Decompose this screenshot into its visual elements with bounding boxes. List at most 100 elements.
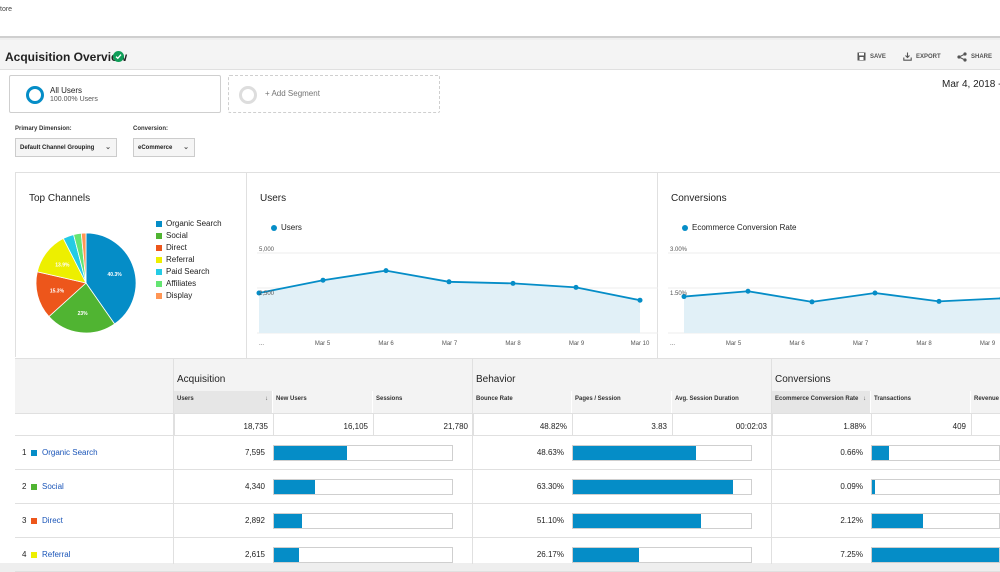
column-head-pages-session[interactable]: Pages / Session xyxy=(572,391,671,413)
data-point[interactable] xyxy=(384,268,389,273)
column-divider xyxy=(173,359,174,564)
date-range-picker[interactable]: Mar 4, 2018 - xyxy=(942,79,1000,90)
pages-session-bar-fill xyxy=(573,480,733,494)
sort-down-icon: ↓ xyxy=(863,395,866,404)
data-point[interactable] xyxy=(937,299,942,304)
group-behavior: Behavior xyxy=(473,359,771,391)
x-tick-label: Mar 7 xyxy=(442,341,458,347)
pages-session-bar xyxy=(572,513,752,529)
top-channels-pie-chart[interactable]: 40.3%23%15.3%13.9% xyxy=(26,223,146,343)
column-head-sessions[interactable]: Sessions xyxy=(373,391,472,413)
pages-session-bar xyxy=(572,479,752,495)
total-conversion-rate: 1.88% xyxy=(772,413,870,435)
legend-item: Social xyxy=(156,231,222,243)
column-head-revenue[interactable]: Revenue xyxy=(971,391,1000,413)
x-tick-label: Mar 8 xyxy=(505,341,521,347)
conversion-rate-value: 2.12% xyxy=(772,504,870,538)
add-segment-ring-icon xyxy=(239,86,257,104)
data-point[interactable] xyxy=(511,281,516,286)
column-divider xyxy=(472,359,473,564)
channel-link[interactable]: Referral xyxy=(15,538,173,572)
channels-table: Acquisition Behavior Conversions Users ↓… xyxy=(15,358,1000,563)
channel-link[interactable]: Organic Search xyxy=(15,436,173,470)
total-sessions: 21,780 xyxy=(373,413,472,435)
add-segment-button[interactable]: + Add Segment xyxy=(228,75,440,113)
row-divider xyxy=(15,413,1000,414)
column-head-new-users[interactable]: New Users xyxy=(273,391,372,413)
column-head-transactions[interactable]: Transactions xyxy=(871,391,970,413)
group-acquisition: Acquisition xyxy=(174,359,472,391)
save-button[interactable]: SAVE xyxy=(857,52,886,61)
primary-dimension-label: Primary Dimension: xyxy=(15,126,72,132)
column-head-bounce-rate[interactable]: Bounce Rate xyxy=(473,391,571,413)
sort-down-icon: ↓ xyxy=(265,395,268,404)
users-value: 2,892 xyxy=(174,504,272,538)
bounce-rate-value: 51.10% xyxy=(473,504,571,538)
new-users-bar-fill xyxy=(274,514,302,528)
data-point[interactable] xyxy=(746,289,751,294)
data-point[interactable] xyxy=(321,278,326,283)
x-tick-label: ... xyxy=(670,341,675,347)
channel-link[interactable]: Direct xyxy=(15,504,173,538)
transactions-bar xyxy=(871,547,1000,563)
column-head-ecommerce-conversion-rate[interactable]: Ecommerce Conversion Rate ↓ xyxy=(772,391,870,413)
segment-percentage: 100.00% Users xyxy=(50,96,98,103)
primary-dimension-value: Default Channel Grouping xyxy=(20,145,94,151)
new-users-bar-fill xyxy=(274,446,347,460)
column-label: Ecommerce Conversion Rate xyxy=(775,396,858,402)
legend-label: Organic Search xyxy=(166,219,222,228)
new-users-bar xyxy=(273,445,453,461)
users-series-key: Users xyxy=(271,223,302,232)
export-button[interactable]: EXPORT xyxy=(903,52,941,61)
total-users: 18,735 xyxy=(174,413,272,435)
verified-check-icon xyxy=(113,51,124,62)
column-label: Users xyxy=(177,396,194,402)
channel-swatch xyxy=(31,484,37,490)
report-body: All Users 100.00% Users + Add Segment Ma… xyxy=(0,70,1000,563)
data-point[interactable] xyxy=(638,298,643,303)
channel-label: Referral xyxy=(42,550,70,559)
report-header: Acquisition Overview SAVE EXPORT SHARE xyxy=(0,40,1000,70)
new-users-bar xyxy=(273,547,453,563)
column-head-avg-session-duration[interactable]: Avg. Session Duration xyxy=(672,391,771,413)
segment-all-users[interactable]: All Users 100.00% Users xyxy=(9,75,221,113)
breadcrumb[interactable]: tore xyxy=(0,6,12,13)
x-tick-label: Mar 6 xyxy=(789,341,805,347)
primary-dimension-select[interactable]: Default Channel Grouping ⌄ xyxy=(15,138,117,157)
conversion-select[interactable]: eCommerce ⌄ xyxy=(133,138,195,157)
users-title: Users xyxy=(260,193,286,204)
legend-item: Paid Search xyxy=(156,267,222,279)
total-new-users: 16,105 xyxy=(273,413,372,435)
transactions-bar-fill xyxy=(872,514,923,528)
transactions-bar xyxy=(871,445,1000,461)
channel-label: Direct xyxy=(42,516,63,525)
y-tick-label: 3.00% xyxy=(670,247,688,253)
chevron-down-icon: ⌄ xyxy=(105,143,111,151)
x-tick-label: Mar 5 xyxy=(726,341,742,347)
conversion-rate-value: 0.66% xyxy=(772,436,870,470)
pages-session-bar xyxy=(572,445,752,461)
bounce-rate-value: 48.63% xyxy=(473,436,571,470)
overview-panels: Top Channels 40.3%23%15.3%13.9% Organic … xyxy=(15,172,1000,357)
transactions-bar-fill xyxy=(872,446,889,460)
share-button[interactable]: SHARE xyxy=(957,52,992,62)
y-tick-label: 2,500 xyxy=(259,291,275,297)
data-point[interactable] xyxy=(873,291,878,296)
data-point[interactable] xyxy=(447,279,452,284)
conversion-rate-value: 7.25% xyxy=(772,538,870,572)
data-point[interactable] xyxy=(810,299,815,304)
y-tick-label: 1.50% xyxy=(670,291,688,297)
transactions-bar-fill xyxy=(872,480,875,494)
segment-name: All Users xyxy=(50,86,82,95)
legend-swatch xyxy=(156,269,162,275)
conversions-series-label: Ecommerce Conversion Rate xyxy=(692,223,796,232)
channel-link[interactable]: Social xyxy=(15,470,173,504)
channel-label: Organic Search xyxy=(42,448,98,457)
data-point[interactable] xyxy=(574,285,579,290)
x-tick-label: Mar 8 xyxy=(916,341,932,347)
series-dot-icon xyxy=(271,225,277,231)
column-head-users[interactable]: Users ↓ xyxy=(174,391,272,413)
